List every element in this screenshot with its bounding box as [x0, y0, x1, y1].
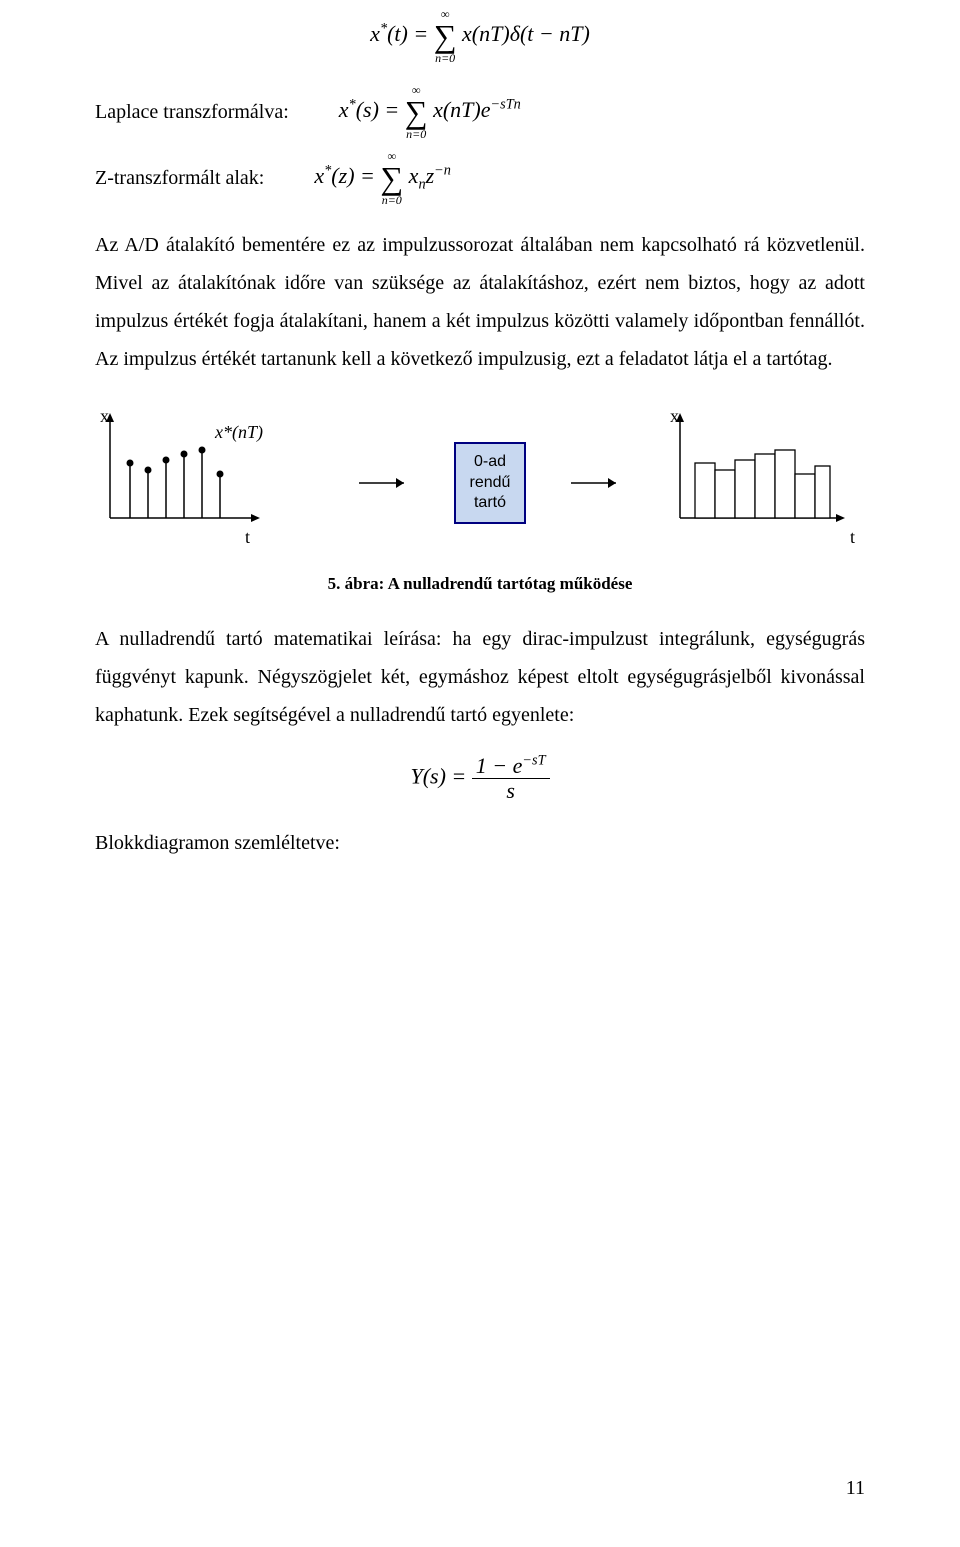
eq3-lhs: x*(z) = — [314, 163, 380, 188]
ztransform-row: Z-transzformált alak: x*(z) = ∞ ∑ n=0 xn… — [95, 150, 865, 206]
impulse-chart: x t x*(nT) — [95, 408, 315, 558]
ys-denominator: s — [472, 779, 550, 803]
equation-xt: x*(t) = ∞ ∑ n=0 x(nT)δ(t − nT) — [95, 8, 865, 64]
sum-bot: n=0 — [405, 128, 428, 140]
figure-caption: 5. ábra: A nulladrendű tartótag működése — [95, 568, 865, 600]
svg-text:t: t — [850, 527, 855, 547]
block-line2: rendű — [470, 474, 511, 491]
laplace-row: Laplace transzformálva: x*(s) = ∞ ∑ n=0 … — [95, 84, 865, 140]
arrow-in-icon — [354, 463, 414, 503]
svg-text:x: x — [100, 408, 109, 426]
fraction: 1 − e−sT s — [472, 754, 550, 803]
sum-bot: n=0 — [380, 194, 403, 206]
page: x*(t) = ∞ ∑ n=0 x(nT)δ(t − nT) Laplace t… — [0, 8, 960, 1547]
svg-text:x: x — [670, 408, 679, 426]
sum-symbol: ∞ ∑ n=0 — [434, 8, 457, 64]
svg-text:t: t — [245, 527, 250, 547]
paragraph-1: Az A/D átalakító bementére ez az impulzu… — [95, 226, 865, 378]
sigma-icon: ∑ — [434, 20, 457, 52]
laplace-label: Laplace transzformálva: — [95, 93, 289, 131]
svg-text:x*(nT): x*(nT) — [214, 422, 263, 443]
sum-bot: n=0 — [434, 52, 457, 64]
equation-ys: Y(s) = 1 − e−sT s — [95, 754, 865, 803]
page-number: 11 — [846, 1469, 865, 1507]
sigma-icon: ∑ — [405, 96, 428, 128]
sum-symbol: ∞ ∑ n=0 — [405, 84, 428, 140]
eq2-lhs: x*(s) = — [339, 97, 405, 122]
block-diagram-label: Blokkdiagramon szemléltetve: — [95, 824, 865, 862]
paragraph-2: A nulladrendű tartó matematikai leírása:… — [95, 620, 865, 734]
arrow-out-icon — [566, 463, 626, 503]
ztransform-label: Z-transzformált alak: — [95, 159, 264, 197]
figure-5: xtx*(nT) 0-ad rendű tartó xt — [95, 408, 865, 558]
zero-order-hold-block: 0-ad rendű tartó — [454, 442, 527, 524]
eq2-rhs: x(nT)e−sTn — [433, 97, 521, 122]
step-chart: xt — [665, 408, 865, 558]
sum-symbol: ∞ ∑ n=0 — [380, 150, 403, 206]
eq1-lhs: x*(t) = — [370, 21, 434, 46]
ys-lhs: Y(s) = — [410, 764, 471, 789]
block-line3: tartó — [474, 494, 506, 511]
sigma-icon: ∑ — [380, 162, 403, 194]
equation-xs: x*(s) = ∞ ∑ n=0 x(nT)e−sTn — [289, 84, 865, 140]
ys-numerator: 1 − e−sT — [472, 754, 550, 779]
eq3-rhs: xnz−n — [409, 163, 451, 188]
equation-xz: x*(z) = ∞ ∑ n=0 xnz−n — [264, 150, 865, 206]
block-line1: 0-ad — [474, 453, 506, 470]
eq1-rhs: x(nT)δ(t − nT) — [462, 21, 590, 46]
